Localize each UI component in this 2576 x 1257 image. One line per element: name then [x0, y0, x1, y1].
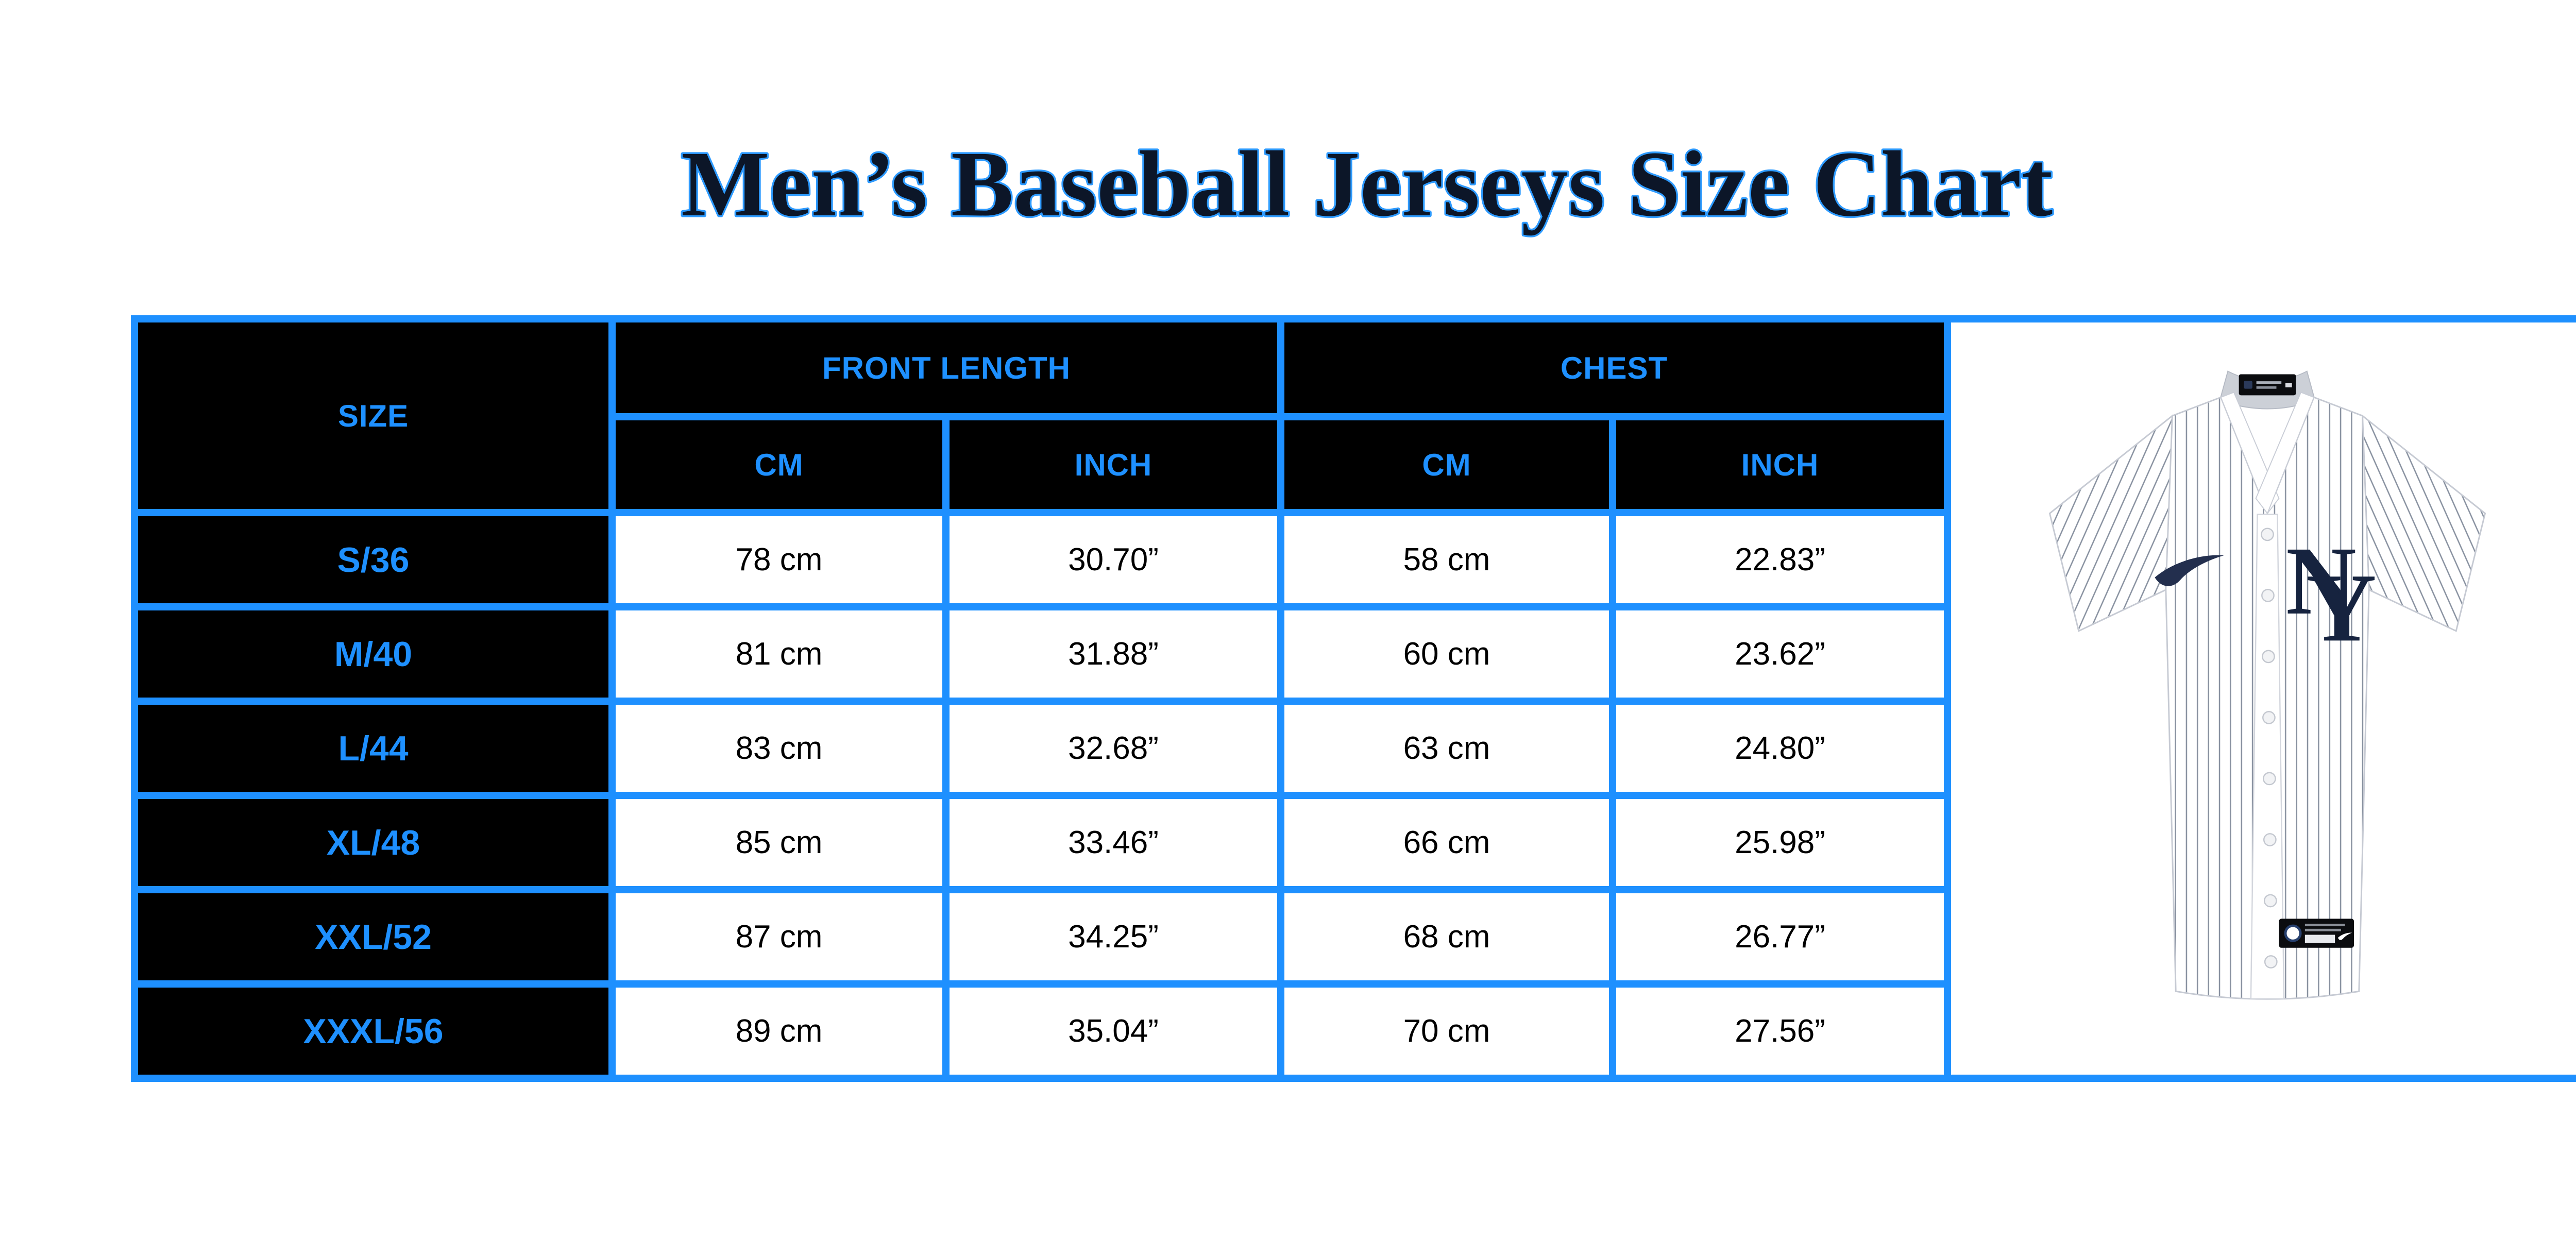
table-row: XXXL/56 89 cm 35.04” 70 cm 27.56”	[131, 980, 1951, 1082]
collar-trim-right	[2255, 392, 2315, 515]
chest-cm-value: 66 cm	[1277, 792, 1616, 893]
chest-cm-value: 60 cm	[1277, 603, 1616, 705]
page-title-graphic: Men’s Baseball Jerseys Size Chart	[679, 131, 2054, 238]
right-sleeve	[2362, 414, 2486, 632]
button	[2263, 833, 2277, 846]
size-label: XL/48	[131, 792, 616, 893]
left-sleeve	[2048, 414, 2173, 632]
size-label: XXXL/56	[131, 980, 616, 1082]
header-size: SIZE	[131, 315, 616, 516]
chest-cm-value: 70 cm	[1277, 980, 1616, 1082]
front-cm-value: 81 cm	[608, 603, 950, 705]
header-row-units: CM INCH CM INCH	[134, 413, 1951, 516]
size-label: M/40	[131, 603, 616, 705]
table-row: S/36 78 cm 30.70” 58 cm 22.83”	[131, 509, 1951, 610]
front-inch-value: 33.46”	[942, 792, 1284, 893]
front-inch-value: 31.88”	[942, 603, 1284, 705]
front-inch-value: 32.68”	[942, 698, 1284, 799]
chest-inch-value: 22.83”	[1609, 509, 1951, 610]
header-row-groups: SIZE FRONT LENGTH CHEST	[131, 315, 1951, 516]
header-front-cm: CM	[608, 413, 950, 516]
button	[2263, 894, 2277, 908]
header-chest-inch: INCH	[1609, 413, 1951, 516]
ny-logo-letter-y: Y	[2306, 553, 2377, 661]
front-cm-value: 83 cm	[608, 698, 950, 799]
table-row: XL/48 85 cm 33.46” 66 cm 25.98”	[131, 792, 1951, 893]
size-label: S/36	[131, 509, 616, 610]
header-chest-cm: CM	[1277, 413, 1616, 516]
chest-inch-value: 26.77”	[1609, 886, 1951, 988]
size-chart-area: SIZE FRONT LENGTH CHEST CM INCH CM INCH …	[131, 315, 2576, 1082]
button	[2261, 589, 2275, 602]
front-cm-value: 89 cm	[608, 980, 950, 1082]
size-label: L/44	[131, 698, 616, 799]
chest-inch-value: 24.80”	[1609, 698, 1951, 799]
ny-logo-letter-n: N	[2286, 526, 2357, 635]
collar-tag	[2239, 374, 2296, 396]
front-inch-value: 35.04”	[942, 980, 1284, 1082]
placket-buttons	[2261, 528, 2278, 969]
table-row: M/40 81 cm 31.88” 60 cm 23.62”	[131, 603, 1951, 705]
front-inch-value: 34.25”	[942, 886, 1284, 988]
chest-cm-value: 63 cm	[1277, 698, 1616, 799]
chest-cm-value: 58 cm	[1277, 509, 1616, 610]
ny-logo: N Y	[2286, 526, 2377, 661]
front-cm-value: 85 cm	[608, 792, 950, 893]
button	[2261, 528, 2274, 541]
front-cm-value: 87 cm	[608, 886, 950, 988]
chest-inch-value: 27.56”	[1609, 980, 1951, 1082]
front-cm-value: 78 cm	[608, 509, 950, 610]
header-front-inch: INCH	[942, 413, 1284, 516]
chest-cm-value: 68 cm	[1277, 886, 1616, 988]
button-placket	[2250, 514, 2285, 1000]
table-row: L/44 83 cm 32.68” 63 cm 24.80”	[131, 698, 1951, 799]
size-label: XXL/52	[131, 886, 616, 988]
page-title: Men’s Baseball Jerseys Size Chart	[681, 132, 2053, 236]
table-row: XXL/52 87 cm 34.25” 68 cm 26.77”	[131, 886, 1951, 988]
size-chart-table: SIZE FRONT LENGTH CHEST CM INCH CM INCH …	[131, 315, 1951, 1082]
button	[2263, 772, 2276, 786]
nike-swoosh-icon	[2155, 555, 2224, 586]
chest-inch-value: 25.98”	[1609, 792, 1951, 893]
chest-inch-value: 23.62”	[1609, 603, 1951, 705]
header-front-length: FRONT LENGTH	[608, 315, 1284, 420]
button	[2262, 711, 2276, 724]
jersey-product-image: N Y	[2048, 370, 2486, 1000]
jersey-panel: N Y	[1944, 315, 2576, 1082]
header-chest: CHEST	[1277, 315, 1951, 420]
front-inch-value: 30.70”	[942, 509, 1284, 610]
button	[2264, 955, 2278, 969]
jock-tag	[2279, 919, 2354, 948]
button	[2262, 650, 2275, 664]
